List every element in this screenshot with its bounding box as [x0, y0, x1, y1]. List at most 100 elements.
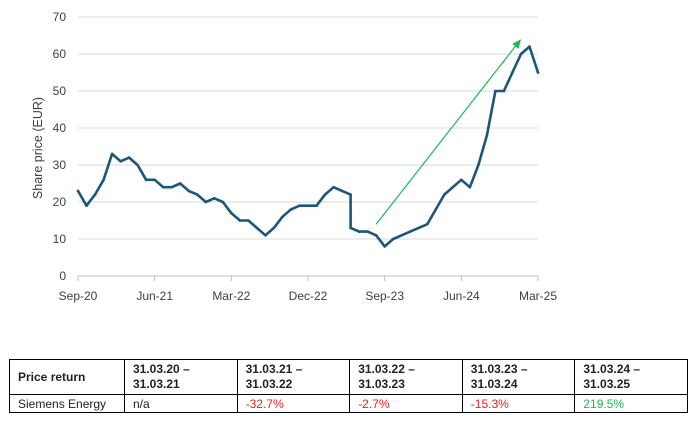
data-point [451, 185, 455, 189]
data-point [153, 178, 156, 182]
data-point [247, 219, 250, 222]
data-point [212, 197, 216, 200]
y-tick-label: 10 [53, 232, 67, 246]
data-point [400, 234, 404, 237]
x-tick-label: Dec-22 [289, 289, 328, 303]
period-header-cell: 31.03.24 –31.03.25 [574, 359, 688, 395]
trend-arrow-layer [375, 39, 521, 225]
data-point [502, 89, 506, 93]
data-point [460, 178, 463, 182]
data-point [102, 178, 105, 182]
data-point [281, 215, 284, 219]
data-point [76, 189, 80, 193]
x-tick-label: Jun-24 [443, 289, 480, 303]
gridlines [78, 16, 538, 277]
y-tick-label: 0 [59, 269, 66, 283]
data-point [528, 45, 531, 48]
data-point [477, 163, 480, 167]
data-point [119, 160, 122, 163]
period-end: 31.03.21 [133, 377, 180, 391]
row-header-price-return: Price return [9, 359, 125, 395]
period-header-cell: 31.03.23 –31.03.24 [461, 359, 576, 395]
y-axis-title: Share price (EUR) [31, 97, 45, 199]
data-point [272, 226, 276, 230]
data-point [230, 211, 233, 215]
trend-arrow-head [512, 39, 521, 49]
period-header-cell: 31.03.22 –31.03.23 [349, 359, 463, 395]
price-return-table: Price return 31.03.20 –31.03.21 31.03.21… [9, 359, 688, 413]
data-point [340, 189, 344, 193]
data-point [442, 193, 446, 196]
data-point [289, 208, 293, 211]
period-start: 31.03.24 – [583, 362, 641, 376]
period-start: 31.03.22 – [358, 362, 415, 376]
data-point [93, 193, 97, 196]
data-point [349, 193, 352, 196]
y-axis-ticks: 0 10 20 30 40 50 60 70 [53, 10, 67, 283]
data-point [306, 204, 310, 207]
data-point [136, 163, 139, 167]
table-header-row: Price return 31.03.20 –31.03.21 31.03.21… [9, 359, 688, 395]
data-point [204, 200, 208, 204]
data-point [536, 71, 540, 74]
data-point [357, 230, 361, 233]
data-point [408, 230, 412, 233]
y-tick-label: 40 [53, 121, 67, 135]
y-tick-label: 50 [53, 84, 67, 98]
y-tick-label: 60 [53, 47, 67, 61]
data-point [170, 185, 174, 189]
data-point [391, 237, 395, 241]
table-row: Siemens Energy n/a -32.7% -2.7% -15.3% 2… [9, 394, 688, 413]
period-end: 31.03.22 [245, 377, 293, 391]
period-start: 31.03.23 – [470, 362, 528, 376]
data-point [178, 182, 182, 185]
company-name-cell: Siemens Energy [9, 394, 125, 413]
return-value-cell: 219.5% [574, 394, 688, 413]
data-point [511, 71, 514, 74]
return-value-cell: -15.3% [461, 394, 576, 413]
data-point [468, 185, 472, 189]
data-point [374, 234, 378, 237]
period-header-cell: 31.03.21 –31.03.22 [236, 359, 351, 395]
period-end: 31.03.25 [583, 377, 631, 391]
x-tick-label: Mar-25 [519, 289, 557, 303]
data-point [238, 219, 242, 222]
data-point [264, 234, 267, 237]
data-point [161, 185, 165, 189]
data-point [349, 226, 352, 230]
data-point [323, 193, 327, 196]
data-point [298, 204, 301, 207]
series-layer [76, 45, 540, 248]
return-value-cell: -32.7% [236, 394, 351, 413]
data-point [255, 226, 259, 230]
data-point [485, 134, 489, 137]
data-point [366, 230, 369, 233]
data-point [434, 208, 438, 211]
period-end: 31.03.23 [358, 377, 405, 391]
period-start: 31.03.20 – [133, 362, 190, 376]
return-value-cell: -2.7% [349, 394, 463, 413]
period-end: 31.03.24 [470, 377, 518, 391]
data-point [494, 89, 497, 93]
data-point [144, 178, 148, 182]
x-tick-label: Sep-20 [59, 289, 98, 303]
share-price-line [76, 45, 540, 248]
data-point [332, 185, 335, 189]
return-value-cell: n/a [124, 394, 238, 413]
y-tick-label: 70 [53, 10, 67, 24]
x-tick-label: Jun-21 [136, 289, 173, 303]
data-point [315, 204, 318, 207]
period-header-cell: 31.03.20 –31.03.21 [124, 359, 238, 395]
y-tick-label: 30 [53, 158, 67, 172]
data-point [221, 200, 225, 204]
data-point [417, 226, 421, 230]
y-tick-label: 20 [53, 195, 67, 209]
data-point [519, 52, 523, 56]
x-tick-label: Mar-22 [212, 289, 250, 303]
data-point [110, 152, 114, 156]
share-price-chart: 0 10 20 30 40 50 60 70 Sep-20 Jun-21 Mar-22 Dec-22… [31, 10, 557, 303]
data-point [195, 193, 199, 196]
data-point [383, 245, 386, 248]
x-tick-label: Sep-23 [365, 289, 404, 303]
data-point [425, 222, 429, 226]
